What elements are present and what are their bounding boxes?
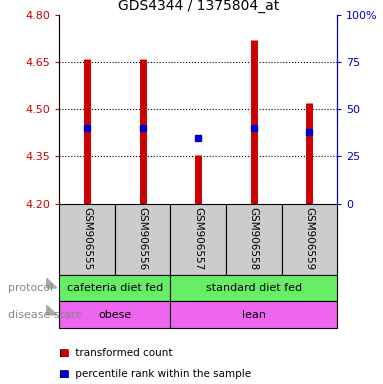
Bar [170, 301, 337, 328]
Text: standard diet fed: standard diet fed [206, 283, 302, 293]
Text: ■  percentile rank within the sample: ■ percentile rank within the sample [59, 369, 252, 379]
Bar [59, 204, 115, 275]
Bar [59, 275, 170, 301]
Text: GSM906558: GSM906558 [249, 207, 259, 271]
Polygon shape [47, 305, 57, 315]
Text: ■: ■ [59, 348, 69, 358]
Text: protocol: protocol [8, 283, 53, 293]
Text: GSM906555: GSM906555 [82, 207, 92, 271]
Text: ■  transformed count: ■ transformed count [59, 348, 173, 358]
Text: GSM906556: GSM906556 [137, 207, 148, 271]
Text: ■: ■ [59, 369, 69, 379]
Text: lean: lean [242, 310, 266, 320]
Bar [59, 301, 170, 328]
Bar [170, 204, 226, 275]
Text: obese: obese [98, 310, 131, 320]
Bar [226, 204, 282, 275]
Text: cafeteria diet fed: cafeteria diet fed [67, 283, 163, 293]
Bar [115, 204, 170, 275]
Title: GDS4344 / 1375804_at: GDS4344 / 1375804_at [118, 0, 279, 13]
Text: GSM906557: GSM906557 [193, 207, 203, 271]
Polygon shape [47, 278, 57, 288]
Text: disease state: disease state [8, 310, 82, 320]
Text: GSM906559: GSM906559 [304, 207, 314, 271]
Bar [282, 204, 337, 275]
Bar [170, 275, 337, 301]
